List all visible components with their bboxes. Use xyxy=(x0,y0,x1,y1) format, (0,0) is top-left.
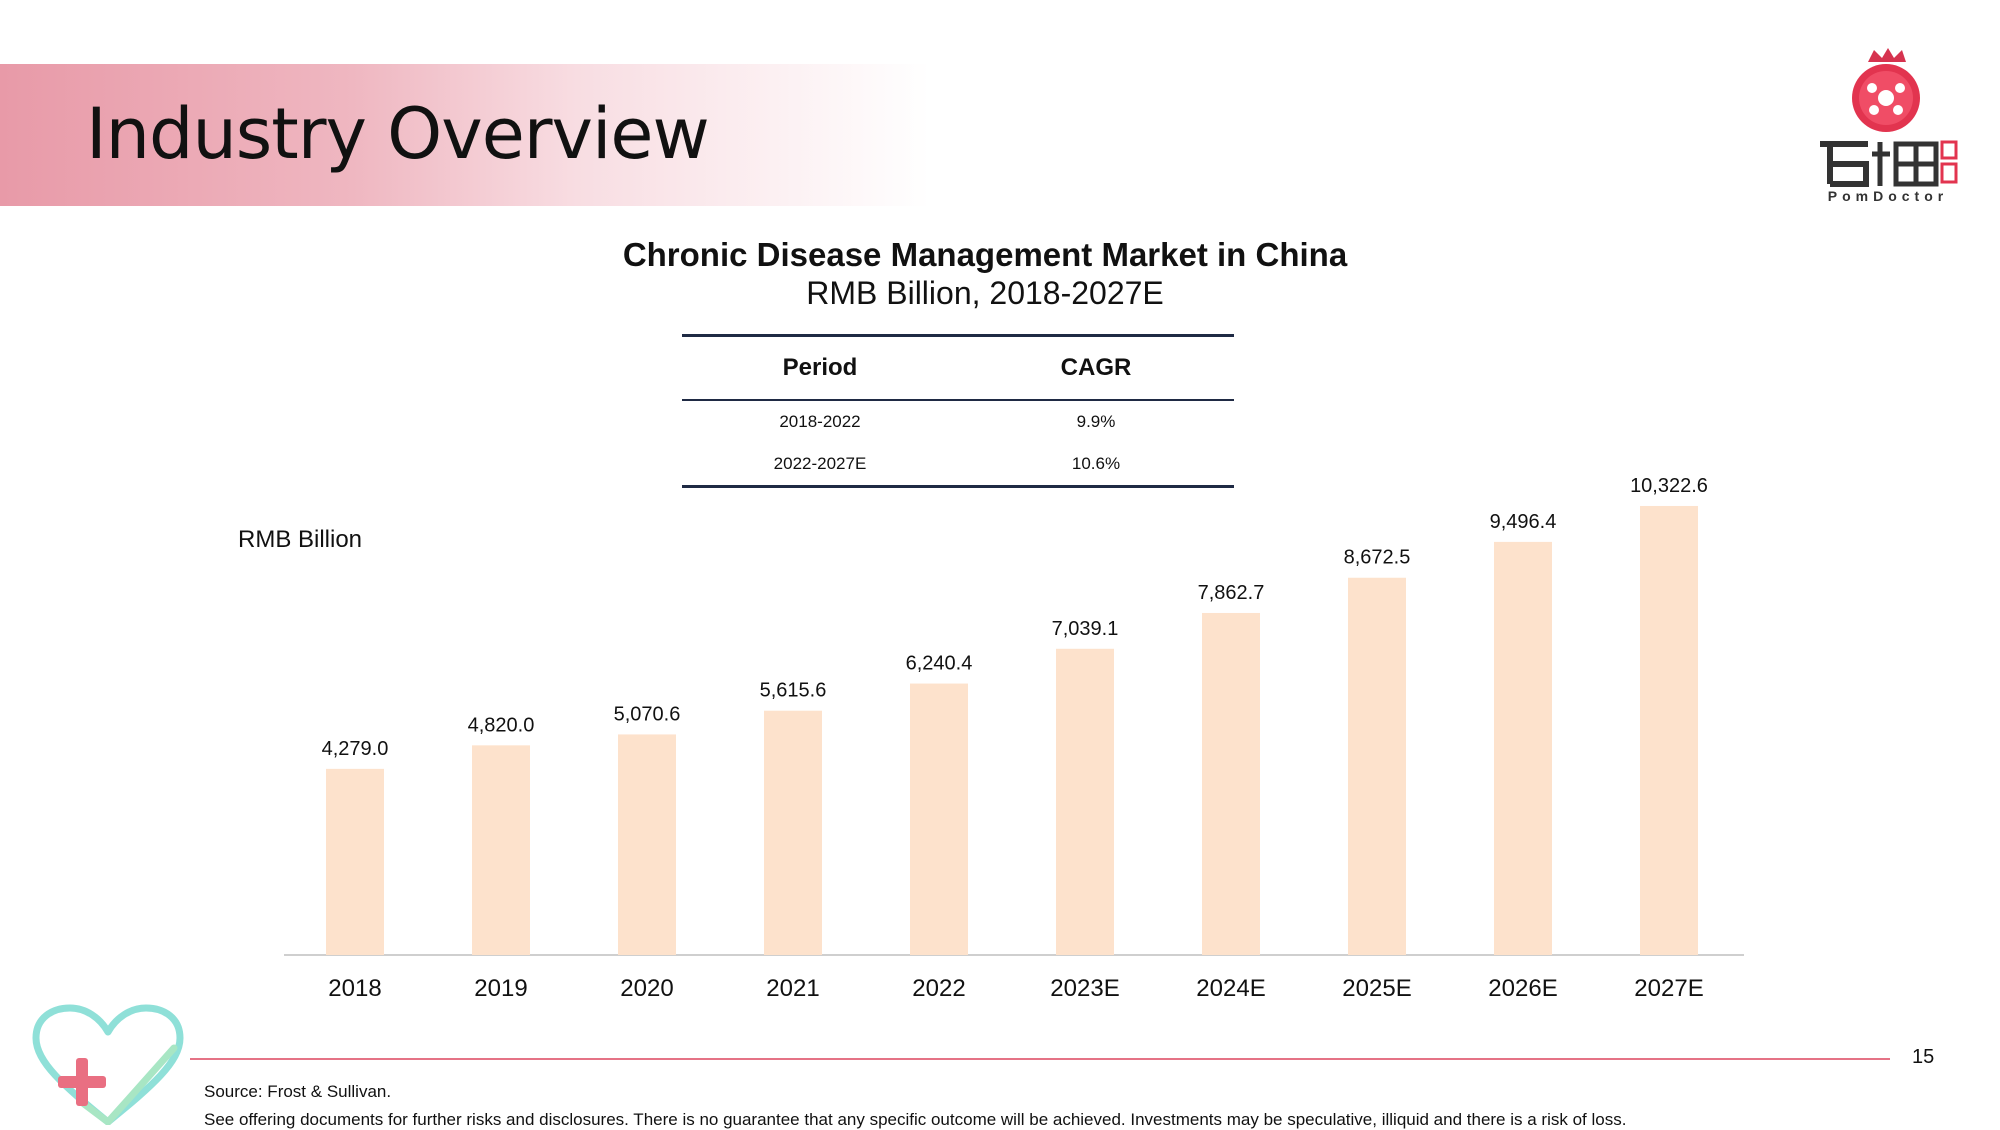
data-label-2018: 4,279.0 xyxy=(322,738,389,760)
x-tick-label-2018: 2018 xyxy=(328,975,381,1002)
cagr-header: CAGR xyxy=(958,335,1234,401)
bar-2025e xyxy=(1348,577,1406,955)
bar-2018 xyxy=(326,768,384,955)
cagr-cell: 9.9% xyxy=(1076,412,1116,431)
data-label-2027e: 10,322.6 xyxy=(1630,475,1708,497)
bar-2027e xyxy=(1640,505,1698,955)
page-number: 15 xyxy=(1912,1046,1935,1068)
heart-health-icon xyxy=(32,1004,184,1125)
bar-2019 xyxy=(472,745,530,955)
pomdoctor-logo xyxy=(1820,48,1958,187)
x-tick-label-2024e: 2024E xyxy=(1196,975,1265,1002)
data-label-2024e: 7,862.7 xyxy=(1198,582,1265,604)
period-cell: 2018-2022 xyxy=(779,412,861,431)
data-label-2023e: 7,039.1 xyxy=(1052,618,1119,640)
table-row: 2022-2027E 10.6% xyxy=(682,443,1234,487)
unit-label: RMB Billion xyxy=(238,526,363,553)
data-label-2025e: 8,672.5 xyxy=(1344,547,1411,569)
data-label-2021: 5,615.6 xyxy=(760,680,827,702)
bar-2024e xyxy=(1202,612,1260,955)
x-tick-label-2027e: 2027E xyxy=(1634,975,1703,1002)
page-title: Industry Overview xyxy=(86,93,710,175)
bar-2021 xyxy=(764,710,822,955)
footer-divider xyxy=(190,1058,1890,1060)
x-tick-label-2026e: 2026E xyxy=(1488,975,1557,1002)
table-row: 2018-2022 9.9% xyxy=(682,400,1234,443)
x-tick-label-2022: 2022 xyxy=(912,975,965,1002)
bar-2020 xyxy=(618,734,676,955)
bar-2023e xyxy=(1056,648,1114,955)
x-tick-label-2021: 2021 xyxy=(766,975,819,1002)
logo-text: PomDoctor xyxy=(1827,188,1949,204)
bar-2026e xyxy=(1494,541,1552,955)
data-label-2020: 5,070.6 xyxy=(614,703,681,725)
period-header: Period xyxy=(682,335,958,401)
x-tick-label-2020: 2020 xyxy=(620,975,673,1002)
cagr-cell: 10.6% xyxy=(1071,454,1121,473)
data-label-2022: 6,240.4 xyxy=(906,653,973,675)
x-tick-label-2025e: 2025E xyxy=(1342,975,1411,1002)
cagr-table: Period CAGR 2018-2022 9.9% 2022-2027E 10… xyxy=(682,334,1234,488)
bar-2022 xyxy=(910,683,968,955)
disclaimer-text: See offering documents for further risks… xyxy=(204,1110,1627,1129)
period-cell: 2022-2027E xyxy=(773,454,867,473)
header-band xyxy=(0,64,930,206)
data-label-2026e: 9,496.4 xyxy=(1490,511,1557,533)
x-tick-label-2023e: 2023E xyxy=(1050,975,1119,1002)
source-note: Source: Frost & Sullivan. xyxy=(204,1082,392,1101)
chart-title: Chronic Disease Management Market in Chi… xyxy=(622,236,1348,273)
data-label-2019: 4,820.0 xyxy=(468,714,535,736)
table-header-row: Period CAGR xyxy=(682,335,1234,401)
chart-subtitle: RMB Billion, 2018-2027E xyxy=(806,275,1164,311)
x-tick-label-2019: 2019 xyxy=(474,975,527,1002)
